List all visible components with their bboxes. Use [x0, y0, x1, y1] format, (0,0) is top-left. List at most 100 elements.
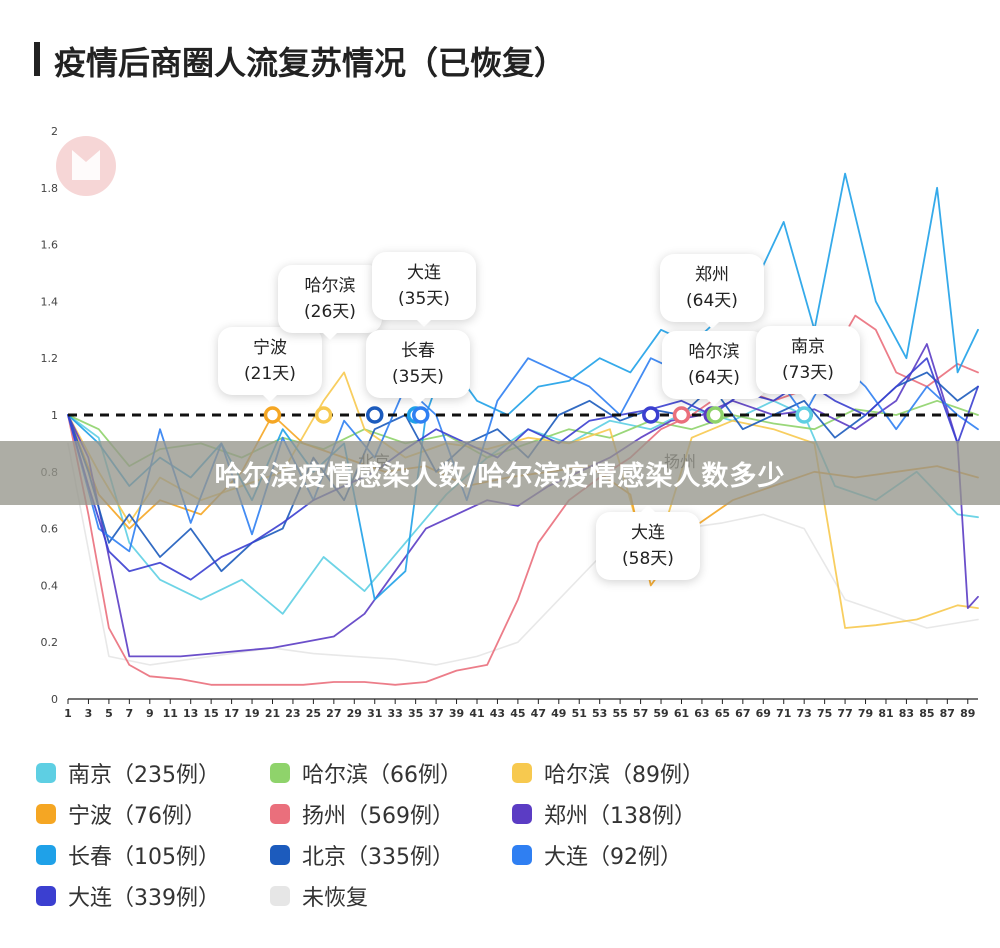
x-tick-label: 7 — [126, 707, 134, 720]
x-tick-label: 43 — [490, 707, 505, 720]
x-tick-label: 59 — [653, 707, 668, 720]
x-tick-label: 55 — [612, 707, 627, 720]
x-tick-label: 65 — [715, 707, 730, 720]
legend-swatch — [512, 845, 532, 865]
y-axis: 00.20.40.60.811.21.41.61.82 — [41, 125, 59, 706]
x-tick-label: 35 — [408, 707, 423, 720]
x-tick-label: 29 — [347, 707, 362, 720]
legend-item: 长春（105例） — [36, 839, 220, 871]
x-tick-label: 71 — [776, 707, 791, 720]
y-tick-label: 0.4 — [41, 579, 59, 592]
chart-title: 疫情后商圈人流复苏情况（已恢复） — [54, 44, 567, 82]
x-tick-label: 57 — [633, 707, 648, 720]
y-tick-label: 2 — [51, 125, 58, 138]
recovery-marker — [642, 406, 660, 424]
recovery-marker — [263, 406, 282, 424]
y-tick-label: 0 — [51, 693, 58, 706]
legend-swatch — [270, 845, 290, 865]
legend-item: 哈尔滨（89例） — [512, 757, 704, 789]
legend-item: 南京（235例） — [36, 757, 220, 789]
x-tick-label: 63 — [694, 707, 709, 720]
x-tick-label: 5 — [105, 707, 113, 720]
legend-swatch — [270, 886, 290, 906]
legend-label: 未恢复 — [302, 886, 369, 911]
x-tick-label: 49 — [551, 707, 566, 720]
legend-label: 扬州（569例） — [302, 804, 454, 829]
x-tick-label: 3 — [85, 707, 93, 720]
callout-dalian-92: 大连 (35天) — [372, 252, 476, 327]
legend-item: 郑州（138例） — [512, 798, 696, 830]
x-tick-label: 37 — [428, 707, 443, 720]
legend-item: 北京（335例） — [270, 839, 454, 871]
x-tick-label: 47 — [531, 707, 546, 720]
callout-changchun: 长春 (35天) — [366, 330, 470, 405]
legend-label: 大连（92例） — [544, 845, 682, 870]
x-tick-label: 21 — [265, 707, 280, 720]
x-tick-label: 77 — [837, 707, 852, 720]
x-tick-label: 81 — [878, 707, 893, 720]
x-tick-label: 9 — [146, 707, 154, 720]
callout-nanjing: 南京 (73天) — [756, 326, 860, 401]
legend-label: 郑州（138例） — [544, 804, 696, 829]
legend-label: 哈尔滨（66例） — [302, 763, 462, 788]
callout-harbin-66: 哈尔滨 (64天) — [662, 331, 766, 406]
legend-swatch — [36, 845, 56, 865]
recovery-markers — [263, 406, 813, 424]
y-tick-label: 0.6 — [41, 523, 59, 536]
legend-swatch — [36, 763, 56, 783]
x-axis: 1 3 5 7 9 11 13 15 17 19 21 23 25 27 29 31 33 35 37 39 41 43 4… — [64, 698, 978, 720]
watermark-banner: 哈尔滨疫情感染人数/哈尔滨疫情感染人数多少 — [0, 441, 1000, 505]
legend-swatch — [270, 763, 290, 783]
callout-zhengzhou: 郑州 (64天) — [660, 254, 764, 329]
x-tick-label: 19 — [244, 707, 259, 720]
x-tick-label: 13 — [183, 707, 198, 720]
series-lines — [67, 172, 979, 686]
legend-swatch — [512, 763, 532, 783]
recovery-marker — [706, 406, 724, 424]
legend-label: 长春（105例） — [68, 845, 220, 870]
callout-ningbo: 宁波 (21天) — [218, 327, 322, 402]
x-tick-label: 33 — [388, 707, 403, 720]
x-tick-label: 53 — [592, 707, 607, 720]
x-tick-label: 79 — [858, 707, 873, 720]
recovery-marker — [412, 406, 430, 424]
y-tick-label: 1.8 — [41, 182, 59, 195]
x-tick-label: 15 — [203, 707, 218, 720]
banner-text: 哈尔滨疫情感染人数/哈尔滨疫情感染人数多少 — [214, 460, 786, 492]
legend-item: 宁波（76例） — [36, 798, 206, 830]
y-tick-label: 0.2 — [41, 636, 59, 649]
x-tick-label: 39 — [449, 707, 464, 720]
legend-label: 大连（339例） — [68, 886, 220, 911]
x-tick-label: 1 — [64, 707, 72, 720]
legend-label: 宁波（76例） — [68, 804, 206, 829]
y-tick-label: 1 — [51, 409, 58, 422]
recovery-marker — [365, 406, 384, 424]
callout-dalian-339: 大连 (58天) — [596, 505, 700, 580]
x-tick-label: 25 — [306, 707, 321, 720]
legend-item: 未恢复 — [270, 880, 368, 912]
x-tick-label: 85 — [919, 707, 934, 720]
recovery-marker — [314, 406, 333, 424]
legend-label: 哈尔滨（89例） — [544, 763, 704, 788]
y-tick-label: 1.4 — [41, 295, 59, 308]
recovery-marker — [795, 406, 813, 424]
x-tick-label: 89 — [960, 707, 975, 720]
x-tick-label: 51 — [572, 707, 587, 720]
x-tick-label: 67 — [735, 707, 750, 720]
series-line — [67, 442, 979, 666]
legend-label: 北京（335例） — [302, 845, 454, 870]
legend-swatch — [36, 886, 56, 906]
x-tick-label: 69 — [756, 707, 771, 720]
x-tick-label: 17 — [224, 707, 239, 720]
y-tick-label: 1.2 — [41, 352, 59, 365]
x-tick-label: 61 — [674, 707, 689, 720]
x-tick-label: 41 — [469, 707, 484, 720]
watermark-logo-icon — [56, 136, 116, 196]
y-tick-label: 1.6 — [41, 239, 59, 252]
legend-swatch — [512, 804, 532, 824]
x-tick-label: 75 — [817, 707, 832, 720]
x-tick-label: 27 — [326, 707, 341, 720]
x-tick-label: 73 — [797, 707, 812, 720]
legend-item: 大连（92例） — [512, 839, 682, 871]
x-tick-label: 11 — [163, 707, 178, 720]
